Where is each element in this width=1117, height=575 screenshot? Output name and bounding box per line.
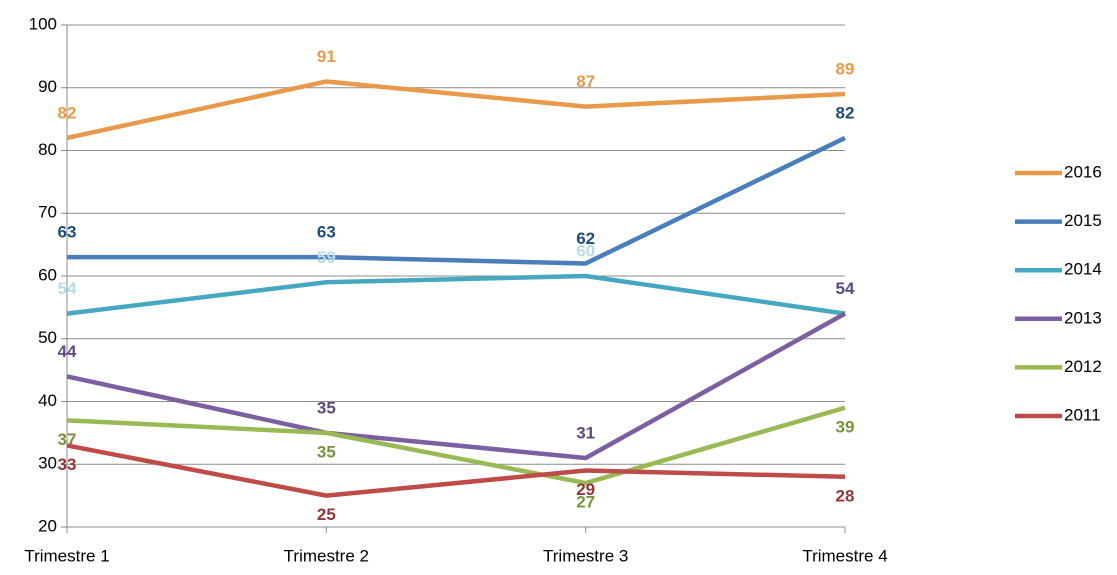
x-tick-label: Trimestre 2 xyxy=(284,546,369,565)
data-label: 82 xyxy=(836,103,855,122)
y-tick-label: 90 xyxy=(38,77,57,96)
y-tick-label: 50 xyxy=(38,328,57,347)
series-line xyxy=(66,405,846,486)
data-label: 89 xyxy=(836,60,855,79)
data-label: 63 xyxy=(58,223,77,242)
data-label: 35 xyxy=(317,442,336,461)
data-label: 28 xyxy=(836,486,855,505)
data-label: 27 xyxy=(576,493,595,512)
data-label: 82 xyxy=(58,103,77,122)
series-line xyxy=(66,273,846,316)
data-label: 25 xyxy=(317,505,336,524)
legend-label: 2016 xyxy=(1064,162,1102,181)
data-label: 29 xyxy=(576,480,595,499)
data-label: 87 xyxy=(576,72,595,91)
legend-label: 2012 xyxy=(1064,357,1102,376)
data-label: 62 xyxy=(576,229,595,248)
data-label: 44 xyxy=(58,342,77,361)
y-tick-label: 40 xyxy=(38,391,57,410)
series-line xyxy=(66,311,847,461)
data-label: 59 xyxy=(317,248,336,267)
y-tick-label: 80 xyxy=(38,140,57,159)
x-tick-label: Trimestre 1 xyxy=(24,546,109,565)
data-label: 54 xyxy=(58,279,77,298)
legend-label: 2015 xyxy=(1064,211,1102,230)
y-tick-label: 20 xyxy=(38,516,57,535)
data-label: 35 xyxy=(317,398,336,417)
y-tick-label: 70 xyxy=(38,203,57,222)
series-line xyxy=(66,79,846,141)
legend-label: 2011 xyxy=(1064,405,1101,424)
data-label: 63 xyxy=(317,223,336,242)
legend-label: 2014 xyxy=(1064,260,1102,279)
y-tick-label: 30 xyxy=(38,454,57,473)
series-line xyxy=(67,135,846,266)
data-label: 31 xyxy=(576,423,595,442)
data-label: 91 xyxy=(317,47,336,66)
data-label: 33 xyxy=(58,455,77,474)
x-tick-label: Trimestre 3 xyxy=(543,546,628,565)
series-line xyxy=(66,443,846,498)
y-tick-label: 100 xyxy=(29,14,57,33)
data-label: 54 xyxy=(836,279,855,298)
y-tick-label: 60 xyxy=(38,265,57,284)
x-tick-label: Trimestre 4 xyxy=(802,546,887,565)
data-label: 54 xyxy=(836,279,855,298)
legend-label: 2013 xyxy=(1064,308,1102,327)
data-label: 60 xyxy=(576,241,595,260)
data-label: 39 xyxy=(836,417,855,436)
